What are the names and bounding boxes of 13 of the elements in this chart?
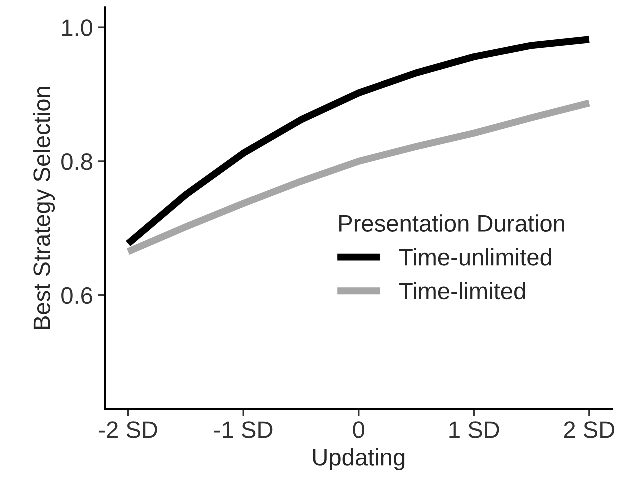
y-tick-label: 0.8	[62, 154, 92, 170]
legend-label: Time-unlimited	[400, 248, 552, 266]
y-tick-label: 1.0	[62, 20, 93, 36]
x-tick-label: 1 SD	[450, 422, 500, 438]
x-tick-label: -2 SD	[99, 422, 158, 438]
y-tick-label: 0.6	[62, 287, 92, 304]
x-tick-label: -1 SD	[214, 422, 273, 438]
legend-title: Presentation Duration	[340, 214, 564, 232]
x-tick-label: 2 SD	[564, 422, 615, 438]
legend-label: Time-limited	[400, 282, 526, 300]
y-axis-title: Best Strategy Selection	[33, 87, 56, 330]
x-axis-title: Updating	[313, 448, 405, 471]
x-tick-label: 0	[353, 422, 365, 438]
